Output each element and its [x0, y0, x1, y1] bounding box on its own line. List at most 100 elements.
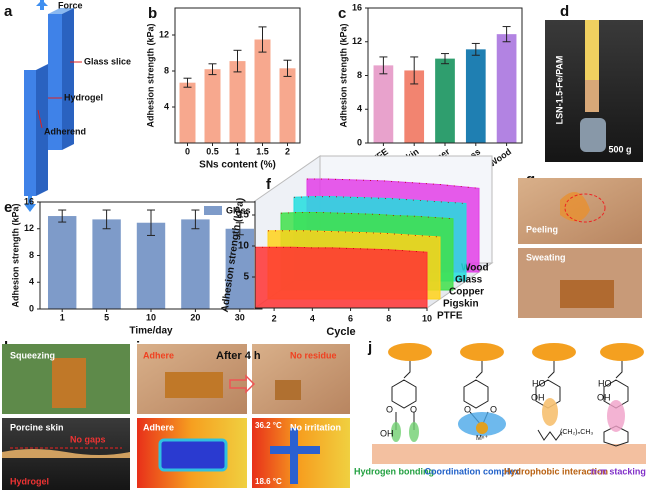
y-tick-label: 16	[352, 2, 362, 12]
label: No gaps	[70, 434, 106, 444]
label: Porcine skin	[10, 422, 64, 432]
panel-label: a	[4, 3, 13, 20]
mechanism-label: π-π stacking	[590, 466, 646, 476]
photo-detail	[560, 280, 614, 308]
chem-label: O	[490, 404, 497, 414]
label: Squeezing	[10, 350, 55, 360]
panel-label: f	[266, 176, 272, 193]
photo-detail	[580, 118, 606, 152]
panel-label: d	[560, 3, 569, 20]
y-tick-label: 4	[29, 277, 34, 287]
chem-label: O	[464, 404, 471, 414]
series-label: Glass	[455, 275, 483, 286]
photo-detail	[275, 380, 301, 400]
legend-label: Glass	[226, 205, 251, 215]
y-tick-label: 4	[164, 101, 169, 111]
photo-detail	[564, 193, 606, 223]
photo	[252, 344, 350, 414]
chem-label: HO	[598, 378, 612, 388]
series-label: PTFE	[437, 311, 463, 322]
label: Hydrogel	[10, 476, 49, 486]
bar	[465, 49, 486, 143]
label: After 4 h	[216, 350, 261, 362]
bar	[47, 216, 77, 309]
series-label: Pigskin	[443, 299, 479, 310]
y-tick-label: 12	[159, 29, 169, 39]
y-axis-label: Adhesion strength (kPa)	[10, 203, 20, 307]
y-tick-label: 16	[24, 196, 34, 206]
interaction	[409, 422, 419, 442]
photo-detail	[158, 438, 228, 472]
panel-label: j	[367, 339, 372, 356]
y-tick-label: 4	[357, 104, 362, 114]
label: Hydrogel	[64, 92, 103, 102]
label: Glass slice	[84, 56, 131, 66]
y-tick-label: 10	[238, 241, 250, 252]
bar	[225, 228, 255, 309]
y-tick-label: 8	[164, 65, 169, 75]
bar	[204, 69, 221, 143]
label: 500 g	[608, 144, 631, 154]
x-tick-label: 1.5	[256, 146, 269, 156]
schematic	[24, 0, 82, 212]
label: Adhere	[143, 350, 174, 360]
ribbon-top	[268, 230, 441, 238]
label: No residue	[290, 350, 337, 360]
y-axis-label: Adhesion strength (kPa)	[338, 23, 348, 127]
interaction	[391, 422, 401, 442]
mechanism-label: Hydrophobic interaction	[504, 466, 608, 476]
x-tick-label: 20	[190, 312, 200, 322]
y-tick-label: 8	[29, 250, 34, 260]
x-tick-label: 8	[386, 313, 391, 323]
photo-detail	[585, 80, 599, 112]
label: No irritation	[290, 422, 341, 432]
photo-detail	[290, 428, 298, 484]
bar	[181, 219, 210, 309]
interaction	[607, 400, 625, 432]
photo-detail	[165, 372, 223, 398]
x-tick-label: 10	[422, 313, 432, 323]
bar	[179, 82, 196, 143]
x-tick-label: 30	[235, 312, 245, 322]
ribbon-top	[307, 178, 480, 189]
chem-label: HO	[532, 378, 546, 388]
ribbon-top	[255, 246, 428, 253]
x-tick-label: 2	[272, 313, 277, 323]
mechanism-label: Hydrogen bonding	[354, 466, 434, 476]
x-tick-label: 0	[185, 146, 190, 156]
chem-label: OH	[531, 392, 545, 402]
bar	[373, 65, 394, 143]
bar	[254, 39, 271, 143]
panel-label: b	[148, 5, 157, 22]
x-tick-label: 5	[104, 312, 109, 322]
interaction	[542, 398, 558, 426]
x-axis-label: Time/day	[129, 326, 173, 337]
photo-detail	[2, 449, 130, 458]
plot-frame	[367, 7, 523, 144]
x-tick-label: 4	[310, 313, 315, 323]
bar	[229, 61, 246, 143]
bar	[496, 34, 517, 143]
ribbon	[254, 246, 428, 309]
arrow	[229, 374, 256, 394]
label: Adherend	[44, 126, 86, 136]
series-label: Copper	[449, 287, 484, 298]
bar	[92, 219, 121, 309]
plot-frame	[174, 7, 301, 144]
y-tick-label: 12	[24, 223, 34, 233]
bar	[136, 222, 166, 309]
chem-label: OH	[380, 428, 394, 438]
chem-label: OH	[597, 392, 611, 402]
ribbon-top	[293, 196, 467, 204]
bar	[404, 70, 425, 143]
label: 36.2 °C	[255, 421, 282, 430]
photo-detail	[270, 446, 320, 454]
y-tick-label: 12	[352, 36, 362, 46]
y-tick-label: 15	[238, 210, 250, 221]
panel-label: c	[338, 5, 346, 22]
photo-detail	[585, 20, 599, 80]
x-tick-label: 1	[235, 146, 240, 156]
chem-label: O	[410, 404, 417, 414]
ribbon-top	[280, 212, 454, 220]
y-tick-label: 0	[357, 137, 362, 147]
